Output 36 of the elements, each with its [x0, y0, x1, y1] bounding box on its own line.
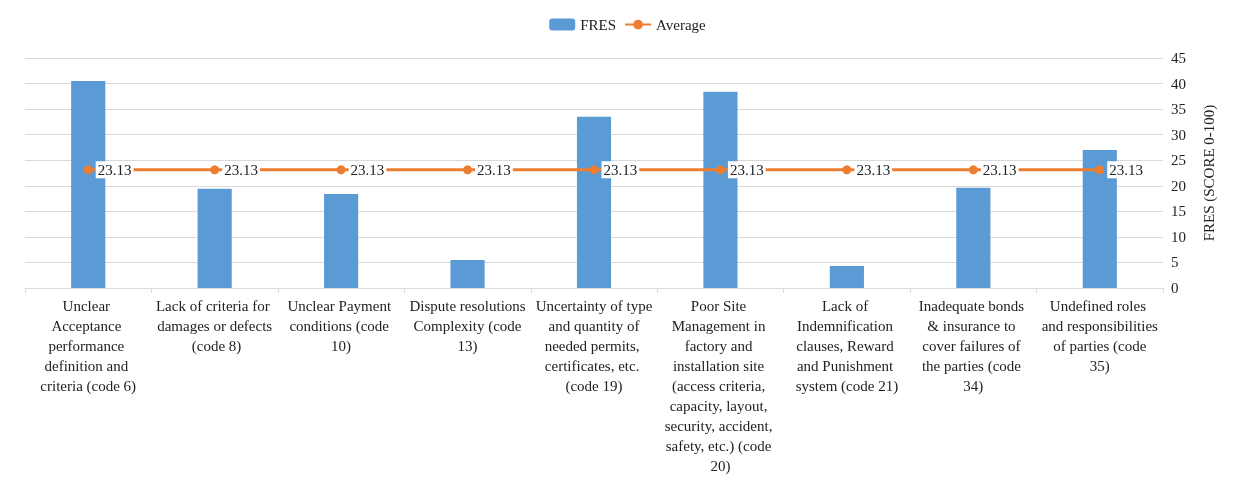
x-tick-label: Inadequate bonds & insurance to cover failures of the parties (code 34) — [918, 298, 1028, 395]
x-tick-label: Uncertainty of type and quantity of needed permits, certificates, etc. (code 19) — [535, 298, 653, 395]
y-tick-label: 25 — [1171, 152, 1186, 169]
bar — [324, 193, 359, 288]
x-tick-label: Lack of Indemnification clauses, Reward and Punishment system (code 21) — [795, 298, 899, 395]
data-label: 23.13 — [603, 161, 638, 178]
legend-label: Average — [656, 16, 707, 33]
x-tick-label: Undefined roles and responsibilities of parties (code 35) — [1041, 298, 1159, 375]
y-tick-label: 30 — [1171, 126, 1186, 143]
data-label: 23.13 — [982, 161, 1017, 178]
category-label: Poor Site Management in factory and installation site (access criteria, capacity, layout, security, accident, safety, etc.) (code 20) — [664, 298, 773, 474]
data-label: 23.13 — [729, 161, 764, 178]
x-tick-label: Dispute resolutions Complexity (code 13) — [409, 298, 526, 355]
bar — [829, 266, 864, 288]
y-tick-label: 10 — [1171, 228, 1186, 245]
bar — [956, 187, 991, 288]
y-tick-label: 40 — [1171, 75, 1186, 92]
data-label: 23.13 — [97, 161, 132, 178]
x-tick-label: Lack of criteria for damages or defects (code 8) — [155, 298, 274, 355]
x-tick-label: Unclear Acceptance performance definition and criteria (code 6) — [40, 298, 137, 395]
data-label: 23.13 — [350, 161, 385, 178]
bar — [450, 259, 485, 288]
y-tick-label: 35 — [1171, 101, 1186, 118]
data-label: 23.13 — [1109, 161, 1144, 178]
x-tick-label: Unclear Payment conditions (code 10) — [287, 298, 395, 355]
y-tick-label: 0 — [1171, 280, 1179, 296]
y-tick-label: 15 — [1171, 203, 1186, 220]
bar — [197, 188, 232, 288]
y-axis-title: FRES (SCORE 0-100) — [1200, 104, 1218, 242]
y-tick-label: 5 — [1171, 254, 1179, 271]
data-label: 23.13 — [224, 161, 258, 178]
legend-label: FRES — [580, 16, 617, 33]
data-label: 23.13 — [856, 161, 891, 178]
y-tick-label: 45 — [1171, 50, 1186, 66]
y-tick-label: 20 — [1171, 177, 1186, 194]
data-label: 23.13 — [477, 161, 511, 178]
